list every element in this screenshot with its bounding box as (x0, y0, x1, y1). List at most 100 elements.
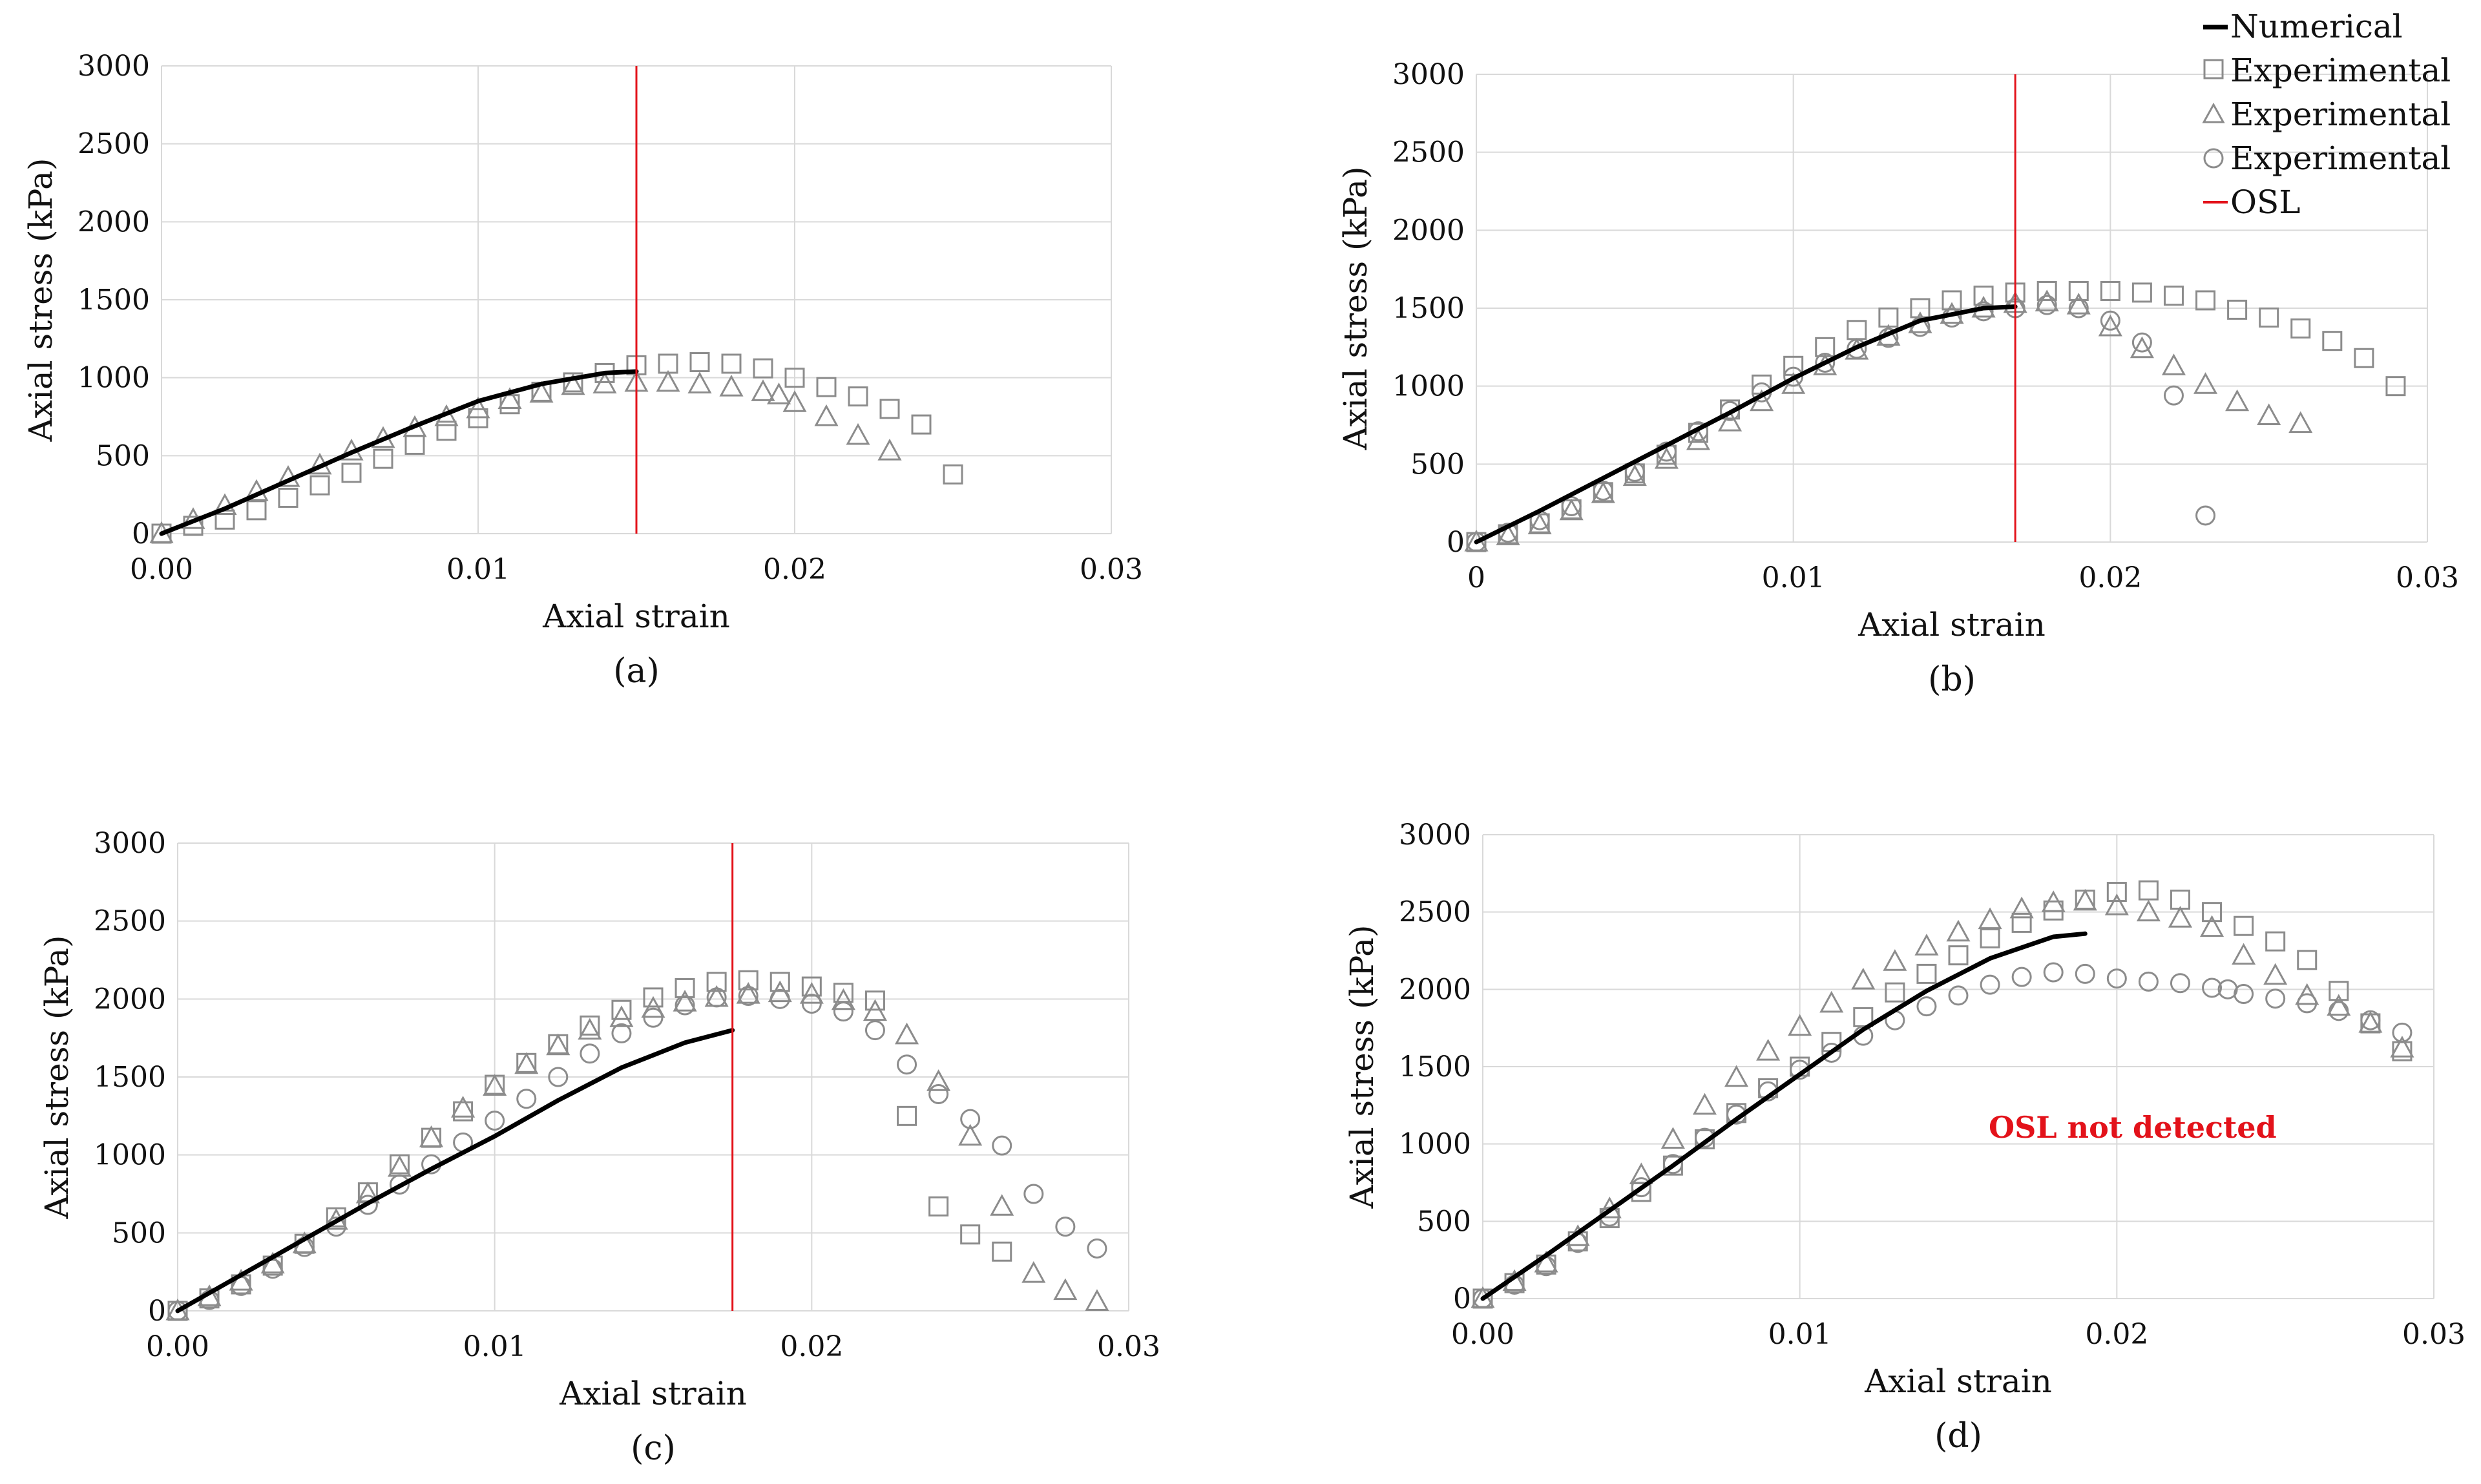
y-tick-label: 3000 (1392, 58, 1465, 91)
experimental-triangle-point (799, 981, 824, 1004)
experimental-square-point (2290, 318, 2311, 339)
experimental-triangle-point (1788, 1014, 1812, 1036)
experimental-triangle-point (2199, 915, 2225, 937)
experimental-circle-point (928, 1084, 949, 1105)
y-tick-label: 2500 (1399, 896, 1471, 929)
panel-caption: (c) (631, 1429, 676, 1468)
experimental-triangle-point (1021, 1260, 1046, 1283)
experimental-square-point (2234, 915, 2254, 936)
experimental-circle-point (1593, 480, 1613, 501)
experimental-triangle-point (1946, 919, 1971, 942)
experimental-triangle-point (2168, 906, 2193, 928)
x-tick-label: 0.03 (2396, 561, 2459, 594)
y-tick-label: 0 (148, 1295, 166, 1328)
experimental-circle-point (1466, 532, 1487, 552)
legend: Numerical Experimental Experimental Expe… (2202, 8, 2451, 221)
y-tick-label: 500 (112, 1217, 166, 1249)
legend-circle-marker (2203, 148, 2224, 169)
experimental-circle-point (167, 1301, 188, 1321)
legend-experimental-square-label: Experimental (2230, 52, 2451, 89)
experimental-square-point (246, 500, 267, 521)
experimental-square-point (2106, 882, 2127, 903)
experimental-triangle-point (1724, 1065, 1749, 1087)
experimental-triangle-point (926, 1069, 951, 1091)
experimental-triangle-point (958, 1123, 983, 1146)
y-tick-label: 2000 (1392, 214, 1465, 247)
legend-numerical-label: Numerical (2230, 8, 2403, 45)
experimental-triangle-point (1629, 1162, 1653, 1185)
experimental-square-point (2202, 902, 2223, 923)
experimental-square-point (1847, 320, 1867, 340)
experimental-triangle-point (2288, 411, 2313, 434)
experimental-square-point (675, 977, 695, 998)
experimental-triangle-point (1527, 512, 1552, 534)
experimental-square-point (2075, 890, 2095, 910)
experimental-triangle-point (863, 999, 888, 1021)
experimental-triangle-point (990, 1194, 1014, 1216)
experimental-circle-point (2195, 505, 2216, 526)
experimental-square-point (864, 990, 885, 1011)
experimental-triangle-point (2098, 314, 2122, 337)
y-tick-label: 1500 (94, 1061, 166, 1094)
experimental-triangle-point (687, 371, 712, 393)
experimental-circle-point (833, 1001, 853, 1022)
experimental-circle-point (2075, 963, 2095, 984)
experimental-circle-point (2329, 1001, 2349, 1021)
osl-not-detected-note: OSL not detected (1989, 1110, 2277, 1145)
experimental-circle-point (2043, 962, 2064, 983)
experimental-square-point (2385, 376, 2406, 397)
y-tick-label: 2000 (94, 983, 166, 1016)
experimental-triangle-point (1819, 990, 1844, 1013)
experimental-circle-point (960, 1109, 981, 1129)
legend-square-marker (2203, 59, 2224, 79)
experimental-triangle-point (451, 1096, 476, 1118)
experimental-square-point (499, 394, 520, 415)
experimental-square-point (2329, 981, 2349, 1001)
experimental-triangle-point (419, 1125, 444, 1147)
experimental-triangle-point (736, 981, 760, 1004)
experimental-square-point (611, 999, 632, 1020)
experimental-circle-point (1847, 339, 1867, 359)
experimental-triangle-point (1756, 1038, 1781, 1061)
x-tick-label: 0.02 (2085, 1318, 2148, 1351)
y-tick-label: 500 (1410, 448, 1465, 481)
experimental-circle-point (2297, 993, 2318, 1014)
experimental-circle-point (675, 995, 695, 1016)
experimental-triangle-point (814, 404, 839, 426)
experimental-triangle-point (2358, 1010, 2383, 1033)
x-tick-label: 0.01 (463, 1330, 527, 1363)
experimental-triangle-point (592, 371, 617, 393)
experimental-triangle-point (1914, 934, 1939, 956)
experimental-circle-point (611, 1023, 632, 1043)
numerical-line (159, 369, 639, 536)
experimental-triangle-point (1053, 1278, 1078, 1301)
x-tick-label: 0.02 (763, 553, 826, 586)
experimental-square-point (960, 1224, 981, 1245)
x-tick-label: 0.00 (1451, 1318, 1514, 1351)
experimental-circle-point (2392, 1022, 2413, 1043)
experimental-square-point (721, 353, 742, 374)
experimental-triangle-point (1692, 1092, 1717, 1115)
y-tick-label: 0 (132, 517, 150, 550)
experimental-triangle-point (260, 1251, 285, 1274)
experimental-square-point (658, 353, 678, 374)
experimental-circle-point (897, 1054, 917, 1075)
experimental-square-point (753, 358, 773, 379)
experimental-square-point (689, 352, 710, 373)
x-tick-label: 0.01 (446, 553, 510, 586)
panel-caption: (d) (1934, 1417, 1982, 1456)
experimental-triangle-point (1660, 1127, 1685, 1149)
y-tick-label: 2000 (1399, 973, 1471, 1006)
experimental-triangle-point (609, 1005, 634, 1027)
experimental-triangle-point (2035, 289, 2059, 311)
experimental-square-point (404, 434, 425, 455)
y-tick-label: 2500 (94, 905, 166, 938)
experimental-square-point (373, 448, 393, 469)
experimental-triangle-point (831, 988, 855, 1010)
experimental-square-point (2011, 912, 2032, 933)
experimental-circle-point (706, 987, 727, 1008)
experimental-circle-point (548, 1067, 569, 1087)
experimental-circle-point (1023, 1184, 1044, 1204)
experimental-circle-point (2202, 977, 2223, 998)
experimental-triangle-point (2009, 896, 2034, 919)
